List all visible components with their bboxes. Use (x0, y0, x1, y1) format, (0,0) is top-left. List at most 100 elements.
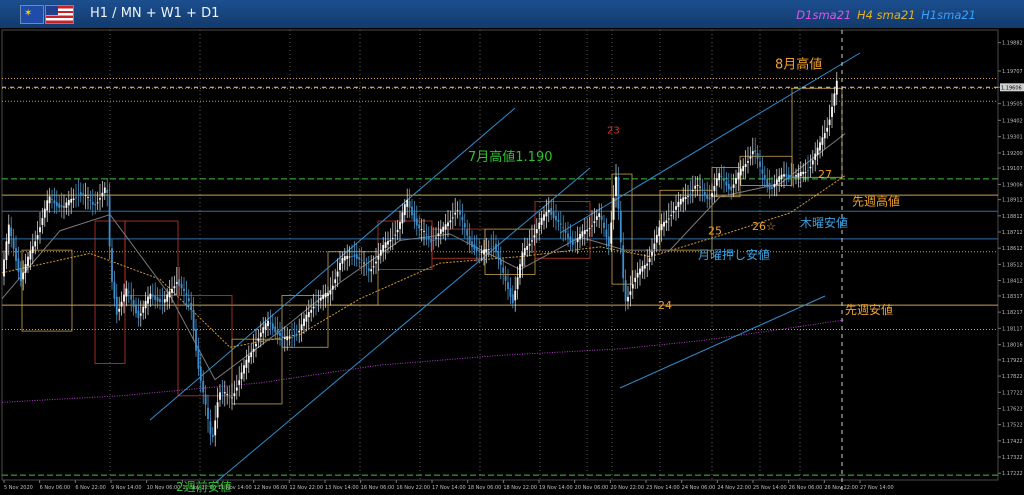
candle-body (799, 171, 802, 177)
candle-body (245, 359, 248, 368)
candle-body (739, 168, 742, 176)
candle-body (303, 318, 305, 326)
candle-body (699, 186, 701, 188)
candle-body (202, 381, 205, 393)
candle-body (144, 300, 147, 309)
candle-body (591, 225, 593, 227)
x-tick-label: 27 Nov 14:00 (860, 485, 894, 491)
candle-body (387, 240, 389, 245)
candle-body (595, 216, 598, 220)
chart-annotation: 25 (708, 225, 722, 238)
candle-body (586, 229, 589, 232)
candle-body (708, 196, 711, 200)
trend-channel-line[interactable] (149, 107, 516, 421)
candle-body (653, 243, 656, 250)
x-tick-label: 20 Nov 06:00 (575, 485, 609, 491)
candle-body (77, 194, 80, 196)
candle-body (286, 336, 289, 341)
y-tick-label: 1.19107 (1002, 166, 1023, 172)
candle-body (22, 272, 25, 280)
candle-body (343, 256, 346, 261)
chart-annotation: 月曜押し安値 (698, 247, 770, 262)
candle-body (130, 294, 133, 300)
candle-body (631, 284, 634, 289)
x-tick-label: 25 Nov 14:00 (753, 485, 787, 491)
candle-body (360, 259, 363, 261)
x-tick-label: 24 Nov 22:00 (717, 485, 751, 491)
trend-channel-line[interactable] (214, 167, 591, 484)
candle-body (48, 196, 51, 204)
candle-body (557, 219, 560, 222)
candle-body (274, 326, 277, 333)
x-tick-label: 18 Nov 22:00 (503, 485, 537, 491)
y-tick-label: 1.19200 (1002, 151, 1023, 157)
chart-annotation: 先週高値 (852, 194, 900, 209)
trend-channel-line[interactable] (559, 52, 861, 234)
candle-body (238, 380, 241, 385)
candle-body (804, 171, 807, 173)
candle-body (171, 288, 173, 293)
candle-body (178, 279, 181, 286)
candle-body (367, 268, 370, 272)
candle-body (271, 323, 274, 329)
candle-body (555, 215, 557, 221)
candle-body (231, 397, 233, 399)
candle-body (574, 242, 577, 244)
candle-body (471, 241, 473, 248)
candle-body (497, 251, 500, 259)
candle-body (831, 106, 833, 117)
candle-body (727, 183, 730, 190)
candle-body (754, 149, 757, 153)
candle-body (610, 222, 613, 244)
candle-body (264, 323, 267, 330)
y-tick-label: 1.17822 (1002, 374, 1023, 380)
candle-body (833, 93, 836, 106)
candle-body (675, 206, 677, 210)
x-tick-label: 26 Nov 06:00 (789, 485, 823, 491)
y-tick-label: 1.18117 (1002, 326, 1023, 332)
candle-body (353, 254, 356, 257)
moving-average-legend: D1sma21 H4 sma21 H1sma21 (794, 8, 976, 22)
trend-channel-line[interactable] (619, 295, 826, 389)
candle-body (751, 151, 754, 155)
candle-body (247, 355, 250, 363)
candle-body (531, 240, 533, 242)
candle-body (99, 198, 101, 200)
candle-body (34, 241, 37, 247)
candle-body (473, 244, 476, 250)
candle-body (732, 184, 735, 188)
candle-body (432, 240, 435, 241)
candle-body (687, 196, 689, 198)
candle-body (826, 127, 829, 132)
candle-body (636, 272, 639, 278)
candle-body (463, 223, 466, 228)
candle-body (72, 198, 75, 201)
candle-body (370, 269, 373, 272)
candle-body (763, 175, 766, 180)
higher-timeframe-candle-box (231, 338, 283, 405)
x-tick-label: 23 Nov 14:00 (646, 485, 680, 491)
higher-timeframe-candle-box (21, 249, 73, 332)
candle-body (720, 176, 723, 177)
candle-body (240, 372, 243, 380)
candle-body (449, 220, 452, 223)
candle-body (51, 198, 53, 200)
candle-body (627, 296, 629, 302)
candle-body (372, 266, 375, 268)
chart-annotation: 木曜安値 (800, 215, 848, 230)
candle-body (593, 221, 596, 223)
candle-body (454, 212, 457, 215)
candle-body (135, 305, 137, 314)
candle-body (651, 251, 653, 256)
candle-body (759, 161, 761, 167)
candle-body (12, 237, 15, 249)
price-chart[interactable]: 1.19882 1.19707 1.19606 1.19505 1.19402 1.193… (0, 28, 1024, 495)
candle-body (123, 294, 125, 302)
candle-body (447, 222, 449, 227)
candle-body (737, 172, 740, 180)
candle-body (802, 171, 805, 175)
candle-body (809, 166, 812, 169)
candle-body (605, 229, 608, 238)
candle-body (279, 332, 281, 336)
candle-body (358, 256, 361, 260)
